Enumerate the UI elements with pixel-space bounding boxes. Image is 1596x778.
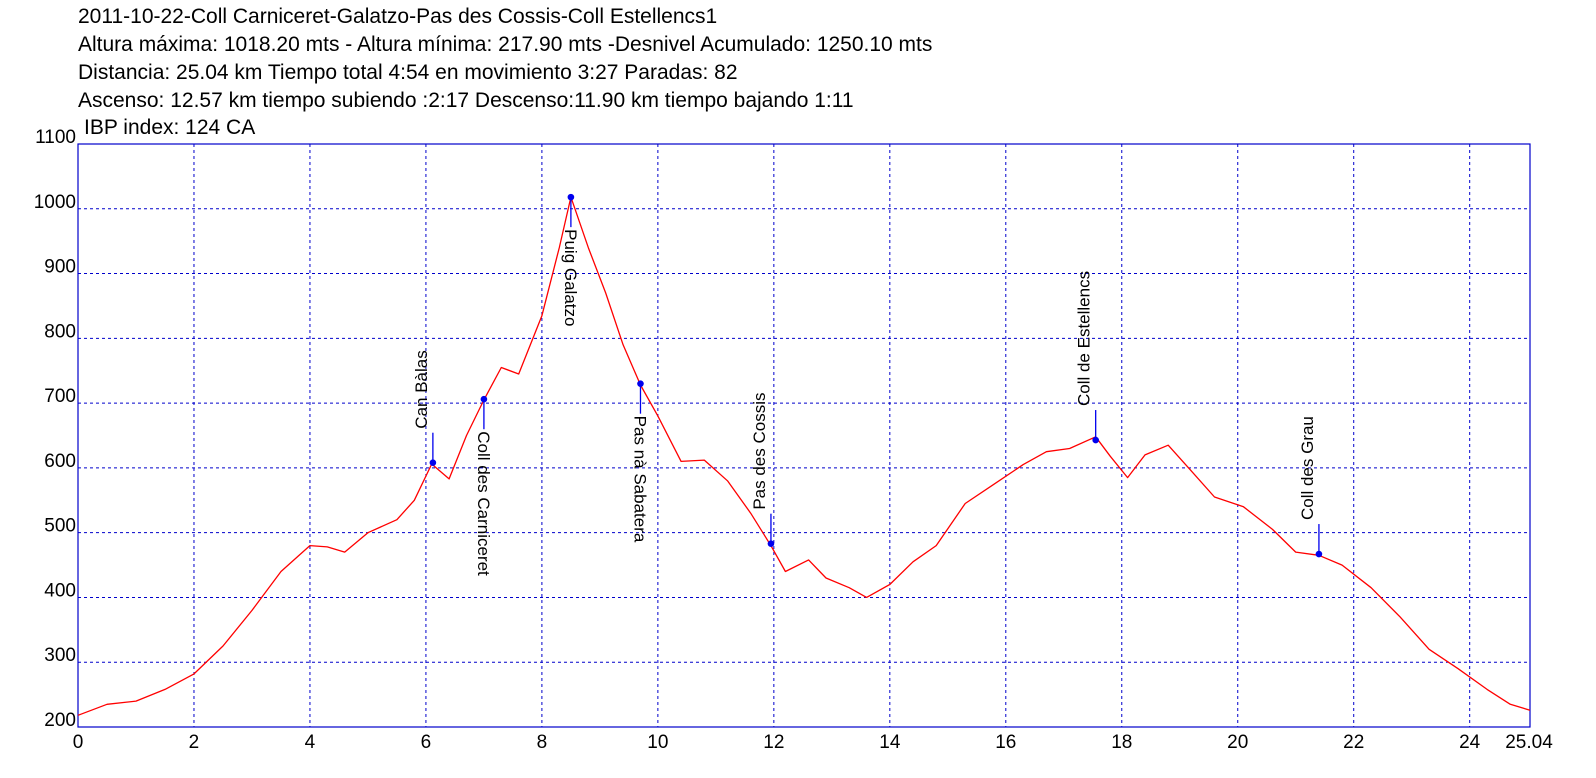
waypoint-marker [480,395,488,403]
x-tick-label: 14 [879,732,901,753]
waypoint-label: Coll des Carniceret [474,431,493,576]
x-tick-label: 16 [995,732,1016,753]
waypoint-marker [637,380,644,387]
x-tick-label: 22 [1343,732,1364,753]
y-tick-label: 800 [44,321,76,342]
waypoint-label: Puig Galatzo [561,229,580,326]
x-tick-label: 2 [189,732,200,753]
waypoint-label: Pas des Cossis [750,393,769,510]
y-tick-label: 1100 [35,127,76,148]
waypoint-label: Coll des Grau [1298,416,1317,520]
x-tick-label: 0 [73,732,84,753]
plot-frame [77,143,1531,728]
y-tick-label: 600 [44,451,76,472]
x-tick-label: 4 [305,732,316,753]
waypoint-marker [567,193,575,201]
y-tick-label: 1000 [34,192,76,213]
ascent-descent-summary: Ascenso: 12.57 km tiempo subiendo :2:17 … [78,89,854,112]
x-tick-label: 24 [1459,732,1481,753]
y-tick-label: 700 [44,386,76,407]
waypoint-marker [429,459,437,467]
waypoint-label: Pas nà Sabatera [630,416,649,543]
ibp-index: IBP index: 124 CA [84,116,256,139]
x-tick-label: 8 [537,732,548,753]
waypoint-marker [767,540,775,547]
waypoint-label: Coll de Estellencs [1075,271,1094,406]
waypoint-marker [1092,436,1099,444]
waypoint-label: Can Bàlas [412,350,431,428]
x-tick-label: 20 [1227,732,1248,753]
y-tick-label: 900 [44,257,76,278]
x-tick-label: 10 [647,732,668,753]
altitude-summary: Altura máxima: 1018.20 mts - Altura míni… [78,33,933,56]
y-tick-label: 400 [44,580,76,601]
waypoint-marker [1315,550,1323,558]
x-tick-label: 12 [763,732,784,753]
x-tick-label: 18 [1111,732,1132,753]
y-tick-label: 300 [44,645,76,666]
chart-title: 2011-10-22-Coll Carniceret-Galatzo-Pas d… [78,5,718,28]
y-tick-label: 200 [44,710,76,731]
y-tick-label: 500 [44,516,76,537]
distance-summary: Distancia: 25.04 km Tiempo total 4:54 en… [78,61,738,84]
x-tick-label: 6 [421,732,432,753]
x-tick-label: 25.04 [1505,732,1553,753]
